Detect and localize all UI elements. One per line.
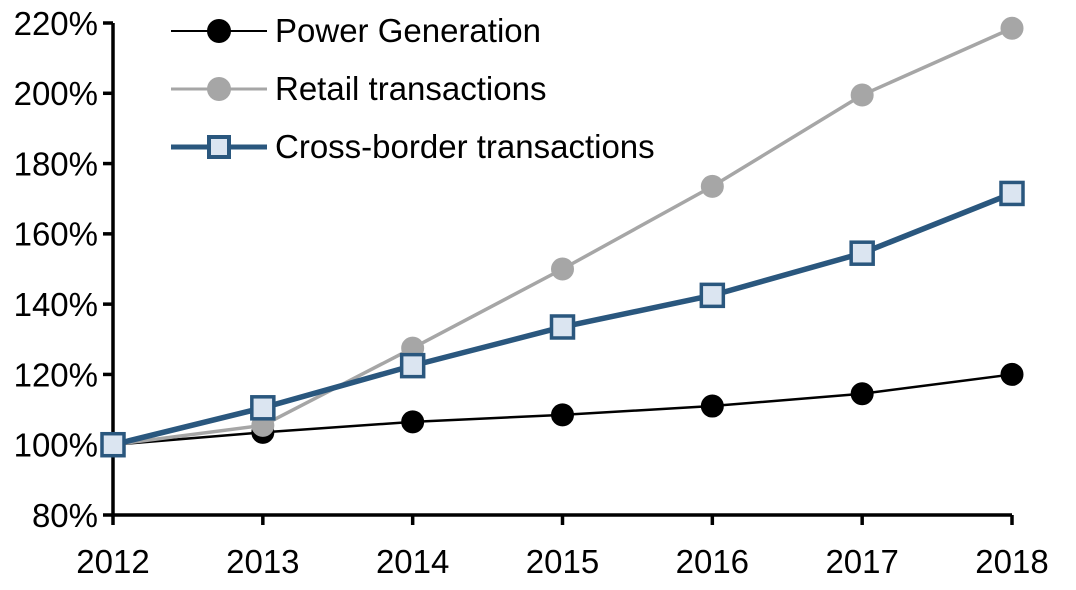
data-point-marker	[401, 410, 425, 434]
legend-label-cross-border-transactions: Cross-border transactions	[275, 128, 655, 165]
data-point-marker	[999, 180, 1025, 207]
series-power-generation	[101, 362, 1024, 457]
x-axis-tick-label: 2013	[226, 543, 299, 580]
x-axis-tick-label: 2016	[676, 543, 749, 580]
legend-marker-retail-transactions	[171, 76, 267, 102]
legend-item-power-generation: Power Generation	[171, 2, 655, 60]
legend-label-power-generation: Power Generation	[275, 12, 541, 49]
data-point-marker	[551, 403, 574, 427]
data-point-marker	[549, 314, 576, 340]
data-point-marker	[551, 257, 574, 281]
legend-marker-power-generation	[171, 18, 267, 44]
legend-marker-cross-border-transactions	[171, 134, 267, 160]
circle-marker-icon	[207, 19, 231, 43]
y-axis-tick-label: 80%	[32, 497, 98, 534]
legend: Power Generation Retail transactions Cro…	[171, 2, 655, 176]
data-point-marker	[100, 431, 126, 458]
circle-marker-icon	[207, 77, 231, 101]
data-point-marker	[850, 382, 874, 406]
y-axis-tick-label: 180%	[14, 145, 98, 182]
y-axis-tick-label: 120%	[14, 356, 98, 393]
y-axis-tick-label: 220%	[14, 5, 98, 42]
data-point-marker	[1000, 362, 1024, 386]
x-axis-tick-label: 2018	[975, 543, 1048, 580]
data-point-marker	[699, 282, 726, 309]
y-axis-tick-label: 200%	[14, 75, 98, 112]
legend-label-retail-transactions: Retail transactions	[275, 70, 547, 107]
square-marker-icon	[207, 135, 231, 159]
data-point-marker	[399, 352, 426, 379]
y-axis-tick-label: 100%	[14, 427, 98, 464]
legend-item-cross-border-transactions: Cross-border transactions	[171, 118, 655, 176]
data-point-marker	[250, 395, 276, 421]
series-cross-border-transactions	[100, 180, 1025, 458]
x-axis-tick-label: 2017	[825, 543, 898, 580]
legend-item-retail-transactions: Retail transactions	[171, 60, 655, 118]
x-axis-tick-label: 2012	[76, 543, 149, 580]
y-axis-tick-label: 140%	[14, 286, 98, 323]
data-point-marker	[700, 394, 724, 418]
data-point-marker	[700, 174, 724, 198]
data-point-marker	[849, 240, 875, 266]
y-axis-tick-label: 160%	[14, 216, 98, 253]
data-point-marker	[1000, 16, 1024, 40]
data-point-marker	[850, 83, 874, 107]
axes: 220% 200% 180% 160% 140% 120% 100% 80% 2012 2013 2…	[14, 5, 1049, 580]
x-axis-tick-label: 2015	[526, 543, 599, 580]
x-axis-tick-label: 2014	[376, 543, 449, 580]
